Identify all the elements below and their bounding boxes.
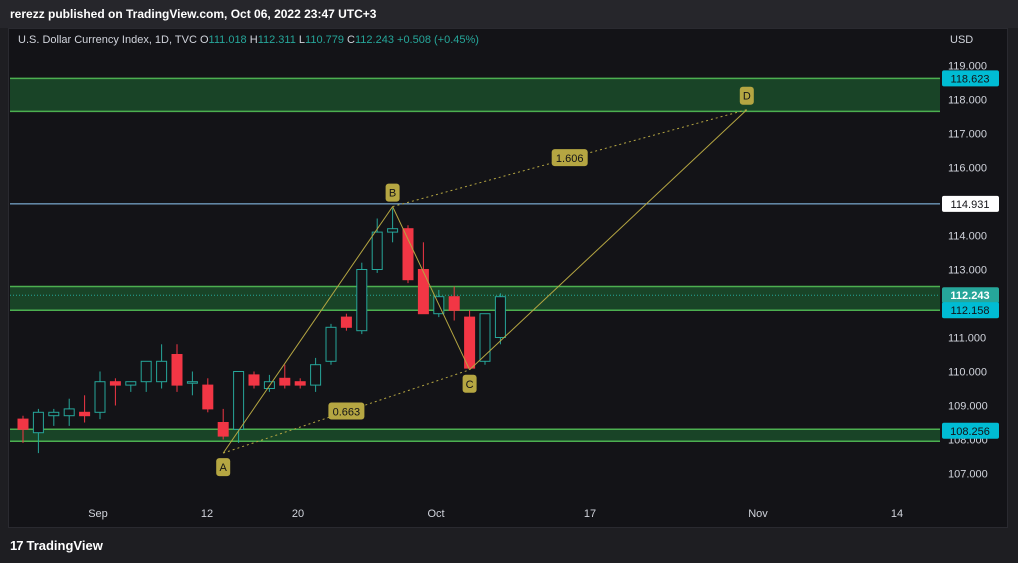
x-tick-label-1: 12 [201,508,213,520]
y-tick-label-7: 114.000 [948,231,987,243]
y-tick-label-0: 107.000 [948,469,988,481]
candle-body-14 [233,371,245,430]
pattern-point-label-A: A [220,462,228,474]
y-tick-label-11: 119.000 [948,61,987,73]
high-label: H [249,34,258,46]
pattern-point-badge-D [739,86,754,105]
ratio-badge-0 [551,149,588,167]
pattern-point-label-D: D [743,91,751,103]
y-tick-label-3: 110.000 [948,367,987,379]
pattern-point-badge-C [462,374,477,393]
high-value: 112.311 [257,34,296,46]
ratio-label-1: 0.663 [333,406,361,418]
candle-body-6 [109,381,121,386]
candle-body-22 [356,269,368,332]
candle-body-13 [217,422,229,437]
candle-body-2 [48,411,60,417]
ratio-badge-1 [328,402,365,420]
change-value: +0.508 (+0.45%) [397,34,479,46]
price-badge-1 [942,195,999,212]
low-label: L [298,34,306,46]
ratio-label-0: 1.606 [556,153,584,165]
pattern-ratio-line-bd [392,109,747,208]
footer-bar [0,528,1018,563]
candle-body-7 [125,381,137,386]
close-value: 112.243 [355,34,394,46]
candle-body-0 [17,418,29,430]
candle-body-12 [202,384,214,410]
x-tick-label-0: Sep [88,508,108,520]
price-badge-label-4: 112.158 [951,305,990,317]
pattern-leg-bc [392,206,471,371]
zone-1 [10,286,940,311]
candle-body-21 [340,316,352,328]
close-label: C [347,34,355,46]
x-tick-label-5: Nov [748,508,768,520]
zone-0 [10,78,940,112]
pattern-leg-cd [469,109,748,371]
candle-body-5 [94,381,106,413]
price-badge-label-0: 118.623 [951,73,990,85]
x-tick-label-4: 17 [584,508,596,520]
candle-body-10 [171,354,183,386]
candle-body-17 [279,377,291,386]
price-badge-0 [942,70,999,87]
candle-body-26 [417,269,429,315]
candle-body-28 [448,296,460,311]
price-badge-label-1: 114.931 [951,199,990,211]
candle-body-25 [402,228,414,281]
candle-body-24 [387,228,399,233]
price-badge-2 [942,287,999,304]
pattern-point-label-C: C [466,379,474,391]
price-badge-label-5: 108.256 [950,426,990,438]
y-tick-label-4: 111.000 [948,333,986,345]
candle-body-30 [479,313,491,362]
price-badge-5 [942,422,999,439]
price-badge-label-2: 112.243 [950,290,989,302]
candle-body-3 [63,408,75,417]
x-tick-label-6: 14 [891,508,903,520]
zone-2 [10,429,940,442]
candle-body-20 [325,326,337,362]
candle-body-11 [186,381,198,384]
candle-body-9 [156,360,168,383]
tv-logo-icon: 17 [10,538,24,553]
open-label: O [199,34,209,46]
symbol-legend: U.S. Dollar Currency Index, 1D, TVC O111… [18,34,479,46]
y-tick-label-10: 118.000 [948,95,987,107]
pattern-point-badge-A [216,458,231,477]
pattern-leg-ab [222,206,394,454]
candle-body-18 [294,381,306,386]
tradingview-logo[interactable]: 17 TradingView [10,538,103,553]
low-value: 110.779 [305,34,344,46]
pattern-point-badge-B [385,183,400,202]
publish-header: rerezz published on TradingView.com, Oct… [0,0,1018,28]
tv-brand-name: TradingView [26,538,103,553]
candle-body-23 [371,231,383,271]
y-tick-label-9: 117.000 [948,129,987,141]
candle-body-29 [464,316,476,369]
publish-line: rerezz published on TradingView.com, Oct… [10,7,377,21]
candle-body-8 [140,360,152,383]
currency-label: USD [950,34,974,46]
open-value: 111.018 [208,34,247,46]
pattern-point-label-B: B [389,188,396,200]
symbol-name: U.S. Dollar Currency Index, 1D, TVC [18,34,197,46]
y-tick-label-8: 116.000 [948,163,987,175]
candle-body-1 [32,411,44,434]
candle-body-31 [494,296,506,339]
candle-body-15 [248,374,260,386]
price-badge-4 [942,302,999,319]
y-tick-label-6: 113.000 [948,265,987,277]
x-tick-label-2: 20 [292,508,304,520]
y-tick-label-2: 109.000 [948,401,988,413]
x-tick-label-3: Oct [427,508,444,520]
candle-body-19 [310,364,322,386]
candle-body-4 [79,411,91,417]
